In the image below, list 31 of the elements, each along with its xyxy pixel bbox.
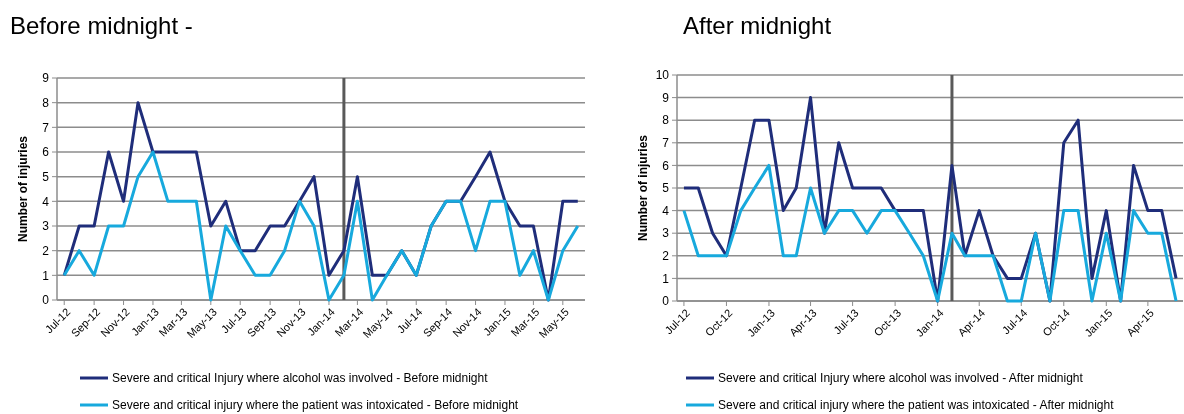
y-tick-label: 8 <box>42 95 50 110</box>
y-tick-label: 9 <box>662 90 670 105</box>
y-tick-label: 0 <box>662 294 670 309</box>
legend-label: Severe and critical injury where the patient was intoxicated - After midnight <box>718 398 1115 413</box>
y-axis-title: Number of injuries <box>16 135 30 243</box>
legend-label: Severe and critical Injury where alcohol was involved - After midnight <box>718 371 1084 386</box>
chart-title: Before midnight - <box>10 12 193 39</box>
y-tick-label: 5 <box>42 169 50 184</box>
y-tick-label: 9 <box>42 71 50 86</box>
y-tick-label: 4 <box>42 194 50 209</box>
y-tick-label: 8 <box>662 113 670 128</box>
y-tick-label: 5 <box>662 181 670 196</box>
y-tick-label: 0 <box>42 293 50 308</box>
y-tick-label: 1 <box>662 271 670 286</box>
line-series <box>62 150 580 302</box>
y-axis-title: Number of injuries <box>636 134 650 242</box>
y-tick-label: 7 <box>42 120 50 135</box>
y-tick-label: 2 <box>42 243 50 258</box>
y-tick-label: 4 <box>662 203 670 218</box>
chart-title: After midnight <box>683 12 832 39</box>
y-tick-label: 6 <box>662 158 670 173</box>
y-tick-label: 10 <box>655 68 670 83</box>
y-tick-label: 6 <box>42 145 50 160</box>
y-tick-label: 1 <box>42 268 50 283</box>
y-tick-label: 3 <box>42 219 50 234</box>
line-series <box>682 163 1178 303</box>
y-tick-label: 3 <box>662 226 670 241</box>
legend-label: Severe and critical injury where the patient was intoxicated - Before midnight <box>112 398 519 413</box>
y-tick-label: 2 <box>662 249 670 263</box>
legend-label: Severe and critical Injury where alcohol was involved - Before midnight <box>112 371 489 386</box>
y-tick-label: 7 <box>662 136 670 150</box>
